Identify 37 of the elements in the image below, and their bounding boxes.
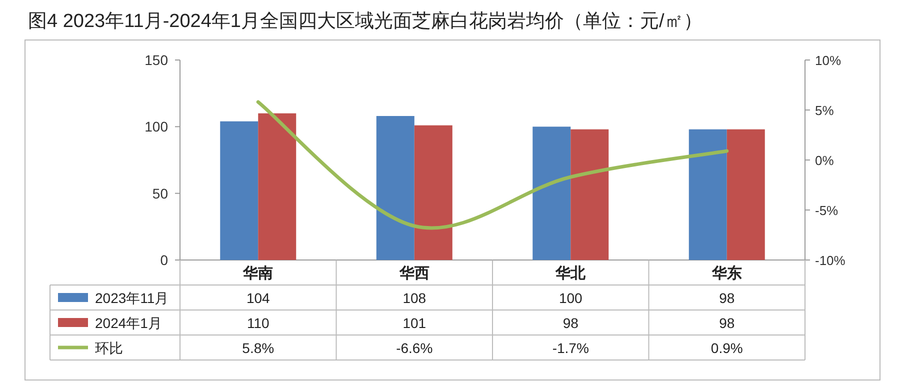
data-label: 98 bbox=[719, 315, 735, 331]
bar bbox=[532, 126, 571, 260]
y-tick-label: 150 bbox=[144, 52, 168, 68]
y-tick-label: 100 bbox=[144, 118, 168, 135]
y-tick-label: 0 bbox=[160, 252, 168, 268]
bar bbox=[570, 129, 609, 260]
y2-tick-label: -10% bbox=[815, 253, 846, 268]
data-label: -1.7% bbox=[552, 340, 589, 356]
data-label: 100 bbox=[558, 290, 583, 306]
y2-tick-label: 0% bbox=[815, 153, 834, 168]
y2-tick-label: 10% bbox=[815, 53, 842, 68]
data-label: 98 bbox=[562, 315, 579, 331]
data-label: 104 bbox=[246, 290, 270, 306]
x-tick-label: 华西 bbox=[398, 265, 430, 282]
bar bbox=[726, 129, 765, 260]
data-label: 98 bbox=[719, 290, 735, 306]
bar bbox=[220, 121, 258, 260]
legend-label: 2024年1月 bbox=[95, 315, 162, 331]
data-label: -6.6% bbox=[396, 340, 433, 356]
data-label: 108 bbox=[402, 290, 426, 306]
legend-label: 2023年11月 bbox=[95, 290, 169, 306]
chart-title: 图4 2023年11月-2024年1月全国四大区域光面芝麻白花岗岩均价（单位：元/㎡） bbox=[28, 11, 702, 32]
bar bbox=[414, 125, 452, 260]
data-label: 5.8% bbox=[242, 340, 274, 356]
data-label: 101 bbox=[402, 315, 426, 331]
bar bbox=[376, 116, 414, 260]
data-label: 0.9% bbox=[710, 340, 743, 356]
data-label: 110 bbox=[246, 315, 270, 331]
x-tick-label: 华南 bbox=[242, 265, 274, 282]
y2-tick-label: 5% bbox=[815, 103, 834, 118]
x-tick-label: 华东 bbox=[710, 264, 742, 282]
bar bbox=[258, 113, 296, 260]
bar bbox=[688, 129, 727, 260]
y-tick-label: 50 bbox=[152, 185, 168, 202]
legend-label: 环比 bbox=[95, 340, 123, 356]
y2-tick-label: -5% bbox=[815, 203, 839, 218]
x-tick-label: 华北 bbox=[554, 265, 587, 282]
